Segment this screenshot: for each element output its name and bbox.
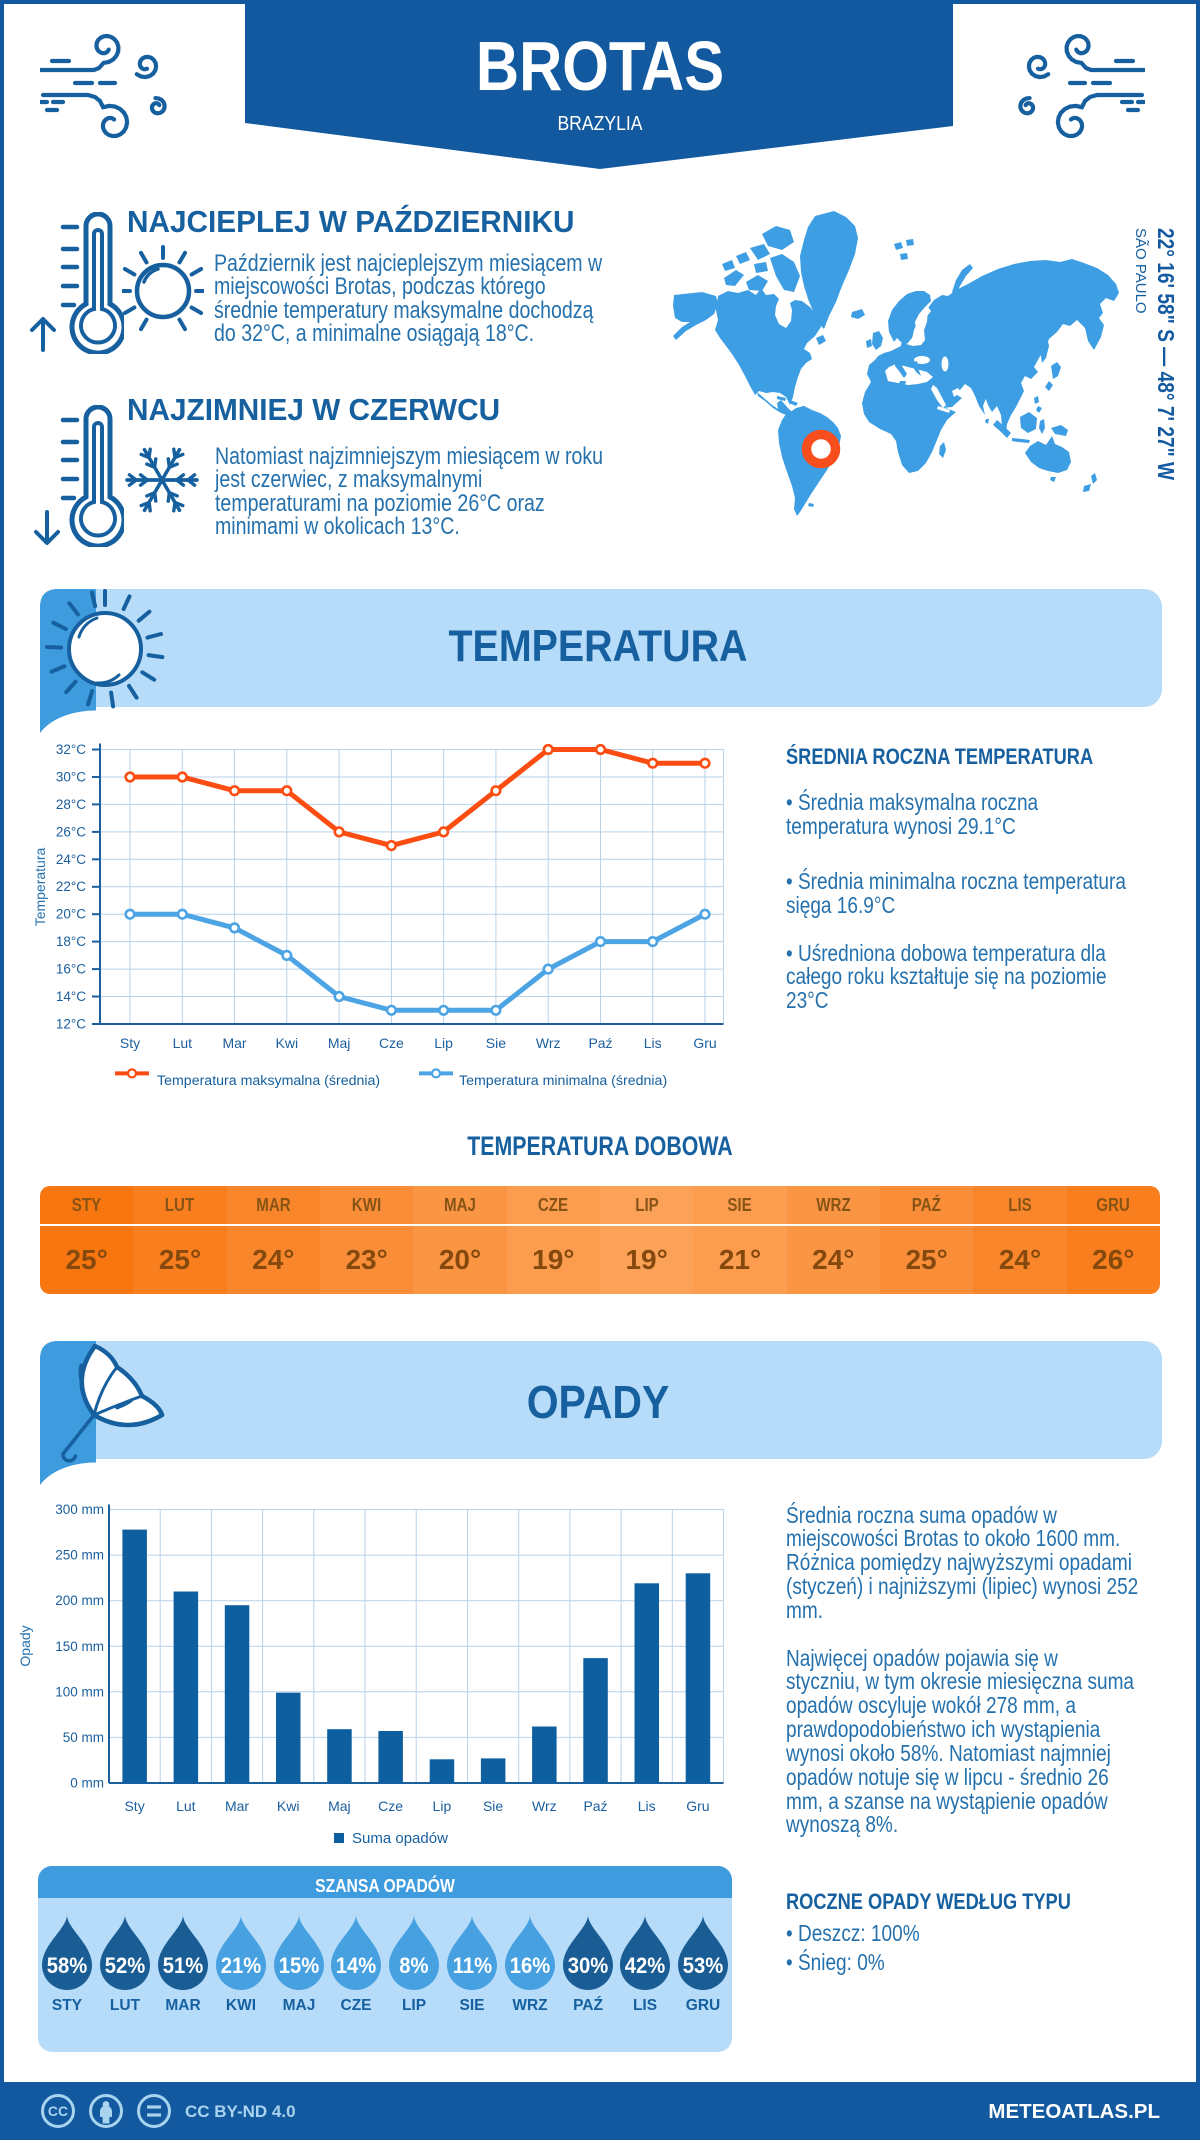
svg-text:Lut: Lut xyxy=(176,1798,196,1814)
svg-text:14°C: 14°C xyxy=(56,989,86,1004)
svg-text:Sie: Sie xyxy=(486,1035,506,1051)
svg-text:Paź: Paź xyxy=(588,1035,612,1051)
svg-text:24°C: 24°C xyxy=(56,852,86,867)
svg-text:Cze: Cze xyxy=(378,1798,403,1814)
svg-text:Temperatura: Temperatura xyxy=(32,847,48,926)
svg-text:16°C: 16°C xyxy=(56,962,86,977)
svg-text:Sty: Sty xyxy=(120,1035,140,1051)
svg-text:Mar: Mar xyxy=(222,1035,246,1051)
svg-text:Maj: Maj xyxy=(328,1798,351,1814)
svg-text:22°C: 22°C xyxy=(56,879,86,894)
svg-text:20°C: 20°C xyxy=(56,907,86,922)
svg-text:Temperatura maksymalna (średni: Temperatura maksymalna (średnia) xyxy=(157,1073,380,1089)
svg-text:30°C: 30°C xyxy=(56,770,86,785)
svg-text:Lis: Lis xyxy=(638,1798,656,1814)
svg-text:50 mm: 50 mm xyxy=(63,1730,104,1745)
svg-text:200 mm: 200 mm xyxy=(55,1593,104,1608)
svg-text:Gru: Gru xyxy=(686,1798,709,1814)
svg-text:26°C: 26°C xyxy=(56,824,86,839)
svg-text:Kwi: Kwi xyxy=(276,1035,299,1051)
svg-text:Lip: Lip xyxy=(434,1035,453,1051)
svg-text:Temperatura minimalna (średnia: Temperatura minimalna (średnia) xyxy=(459,1073,667,1089)
svg-text:28°C: 28°C xyxy=(56,797,86,812)
svg-text:18°C: 18°C xyxy=(56,934,86,949)
svg-text:Wrz: Wrz xyxy=(536,1035,561,1051)
svg-text:Kwi: Kwi xyxy=(277,1798,300,1814)
svg-text:Gru: Gru xyxy=(693,1035,716,1051)
svg-text:Lut: Lut xyxy=(173,1035,193,1051)
svg-text:12°C: 12°C xyxy=(56,1017,86,1032)
svg-text:32°C: 32°C xyxy=(56,742,86,757)
svg-text:Mar: Mar xyxy=(225,1798,249,1814)
svg-text:Lis: Lis xyxy=(644,1035,662,1051)
svg-text:Cze: Cze xyxy=(379,1035,404,1051)
svg-text:Sie: Sie xyxy=(483,1798,503,1814)
svg-text:Paź: Paź xyxy=(583,1798,607,1814)
svg-text:0 mm: 0 mm xyxy=(70,1776,104,1791)
svg-text:Opady: Opady xyxy=(17,1625,33,1666)
svg-text:250 mm: 250 mm xyxy=(55,1548,104,1563)
svg-text:Sty: Sty xyxy=(124,1798,144,1814)
svg-text:300 mm: 300 mm xyxy=(55,1502,104,1517)
svg-text:Wrz: Wrz xyxy=(532,1798,557,1814)
svg-text:150 mm: 150 mm xyxy=(55,1639,104,1654)
svg-text:CC: CC xyxy=(48,2103,68,2119)
svg-text:100 mm: 100 mm xyxy=(55,1684,104,1699)
svg-text:Maj: Maj xyxy=(328,1035,351,1051)
svg-text:Lip: Lip xyxy=(433,1798,452,1814)
